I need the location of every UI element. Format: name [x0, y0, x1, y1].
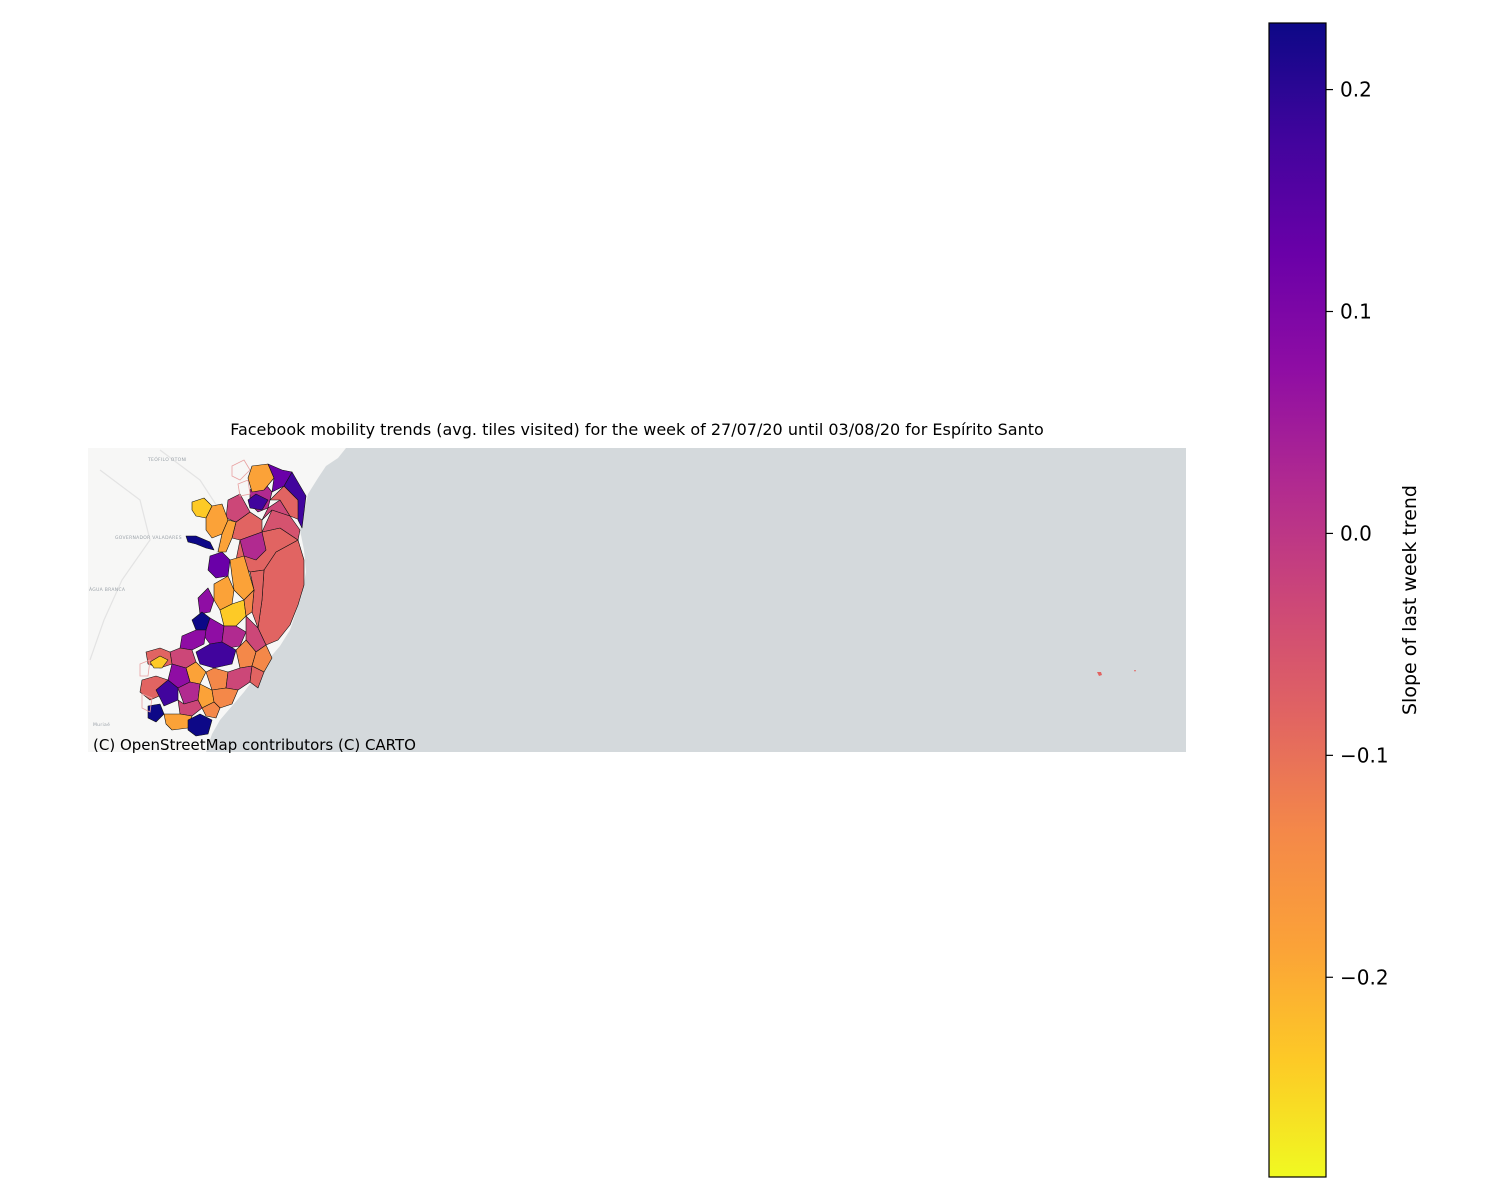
municipality: [243, 589, 255, 617]
municipality: [201, 701, 221, 719]
place-label-agua-branca: ÁGUA BRANCA: [89, 586, 126, 593]
map-attribution: (C) OpenStreetMap contributors (C) CARTO: [93, 736, 416, 754]
municipality: [197, 587, 215, 615]
municipalities-layer: [139, 463, 307, 737]
municipality: [147, 703, 165, 723]
colorbar-tick-label: −0.2: [1340, 965, 1389, 989]
colorbar-ticks: 0.2 0.1 0.0 −0.1 −0.2: [1326, 78, 1389, 989]
island-trindade: [1097, 672, 1102, 676]
state-borders-2: [159, 449, 227, 571]
municipality: [155, 679, 179, 707]
municipality: [187, 713, 213, 737]
map-panel: TEÓFILO OTONI GOVERNADOR VALADARES ÁGUA …: [88, 448, 1186, 752]
colorbar-tick-label: 0.2: [1340, 78, 1372, 102]
neighbour-outlines: [139, 459, 251, 713]
municipality: [217, 519, 237, 553]
municipality: [267, 463, 293, 493]
colorbar-tick-label: 0.1: [1340, 300, 1372, 324]
place-label-governador-valadares: GOVERNADOR VALADARES: [115, 535, 182, 541]
colorbar-tick-label: −0.1: [1340, 743, 1389, 767]
municipality: [195, 641, 237, 669]
island-martim-vaz: [1134, 670, 1136, 672]
place-label-muriae: Muriaé: [93, 721, 110, 728]
municipality: [251, 644, 273, 673]
colorbar-gradient: [1268, 22, 1327, 1178]
map-title: Facebook mobility trends (avg. tiles vis…: [230, 420, 1044, 439]
municipality: [149, 655, 169, 669]
place-label-teofilo-otoni: TEÓFILO OTONI: [147, 456, 187, 463]
colorbar-label: Slope of last week trend: [1399, 485, 1421, 715]
municipality: [247, 493, 269, 511]
colorbar: 0.2 0.1 0.0 −0.1 −0.2 Slope of last week tre…: [1268, 22, 1421, 1178]
municipality: [239, 531, 267, 561]
municipality: [249, 665, 265, 689]
state-borders: [89, 469, 151, 661]
municipality: [185, 535, 215, 551]
colorbar-tick-label: 0.0: [1340, 521, 1372, 545]
